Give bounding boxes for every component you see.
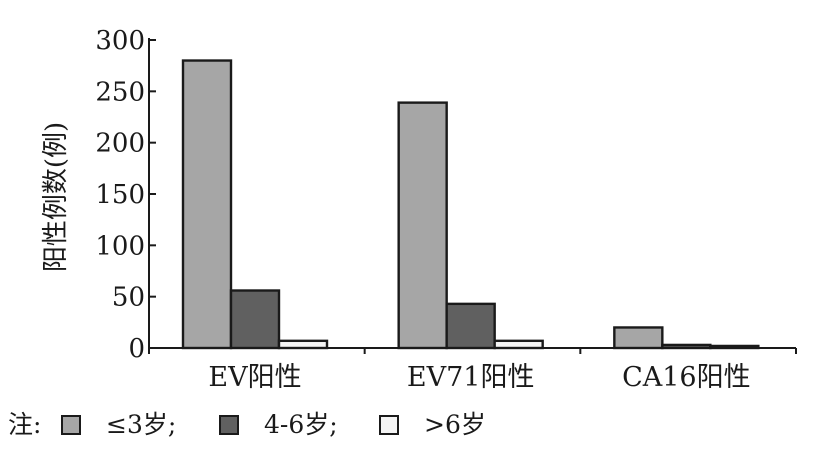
bar-1-1: [445, 302, 496, 350]
legend-prefix: 注:: [8, 410, 41, 439]
bar-1-2: [493, 339, 544, 350]
legend-swatch-1: [219, 415, 239, 435]
y-tick-label: 0: [128, 334, 145, 364]
bar-2-1: [661, 343, 712, 350]
bar-0-1: [229, 289, 281, 350]
x-category-label: EV71阳性: [407, 362, 535, 393]
legend-swatch-0: [61, 415, 81, 435]
legend-label-1: 4-6岁;: [264, 410, 338, 439]
plot-layer: 0 50 100 150 200 250 300 EV阳性 EV71阳性 CA16阳性: [95, 26, 797, 393]
y-tick-label: 100: [95, 231, 145, 261]
legend: 注: ≤3岁; 4-6岁; >6岁: [8, 410, 486, 439]
bar-0-0: [181, 59, 233, 350]
y-tick-label: 250: [95, 77, 145, 107]
y-tick-label: 200: [95, 129, 145, 159]
legend-label-0: ≤3岁;: [106, 410, 176, 439]
legend-swatch-2: [379, 415, 399, 435]
y-axis-label: 阳性例数(例): [41, 122, 71, 272]
bar-0-2: [277, 339, 329, 350]
y-tick-label: 150: [95, 180, 145, 210]
y-tick-label: 300: [95, 26, 145, 56]
y-tick-label: 50: [112, 283, 145, 313]
bar-1-0: [397, 101, 448, 350]
x-category-label: CA16阳性: [622, 362, 751, 393]
bar-2-2: [709, 344, 760, 350]
x-category-label: EV阳性: [208, 362, 301, 393]
bar-2-0: [613, 326, 664, 350]
legend-label-2: >6岁: [424, 410, 486, 439]
